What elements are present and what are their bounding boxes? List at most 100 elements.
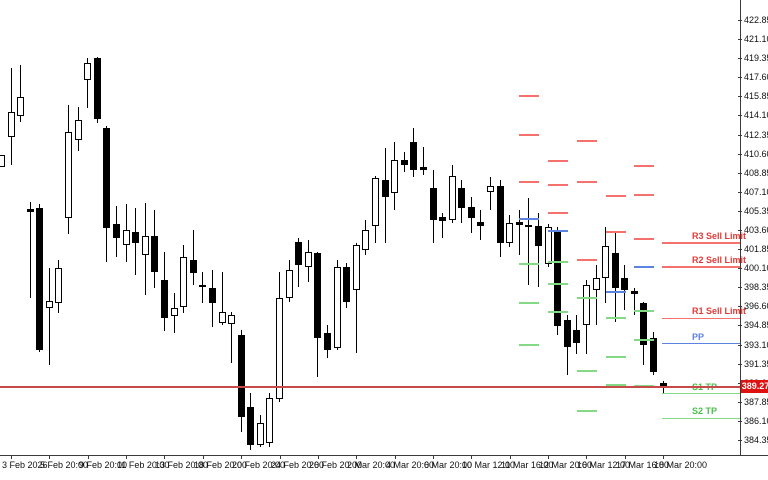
price-tick [738,115,742,116]
candle-wick [202,271,204,304]
price-tick-label: 398.35 [744,282,768,292]
candle-wick [595,264,597,325]
time-tick [280,456,281,459]
price-tick [738,383,742,384]
time-tick [433,456,434,459]
candle-body [170,307,178,317]
time-tick [471,456,472,459]
candle-body [439,216,447,222]
pivot-resistance-segment [634,164,654,167]
time-tick-label: 13 Feb 20:00 [155,460,209,470]
candle-wick [221,271,223,325]
price-tick-label: 391.35 [744,359,768,369]
pivot-support-segment [548,261,568,264]
price-tick [738,96,742,97]
price-tick [738,325,742,326]
price-tick-label: 410.60 [744,149,768,159]
time-tick-label: 5 Feb 20:00 [40,460,89,470]
price-tick-label: 401.85 [744,244,768,254]
candle-body [17,96,25,117]
current-price-line [0,386,741,388]
price-tick [738,20,742,21]
trade-level-label: R1 Sell Limit [692,306,747,317]
candle-body [160,280,168,319]
time-tick-label: 2 Mar 20:00 [347,460,396,470]
candle-body [132,231,140,244]
time-tick-label: 4 Mar 20:00 [386,460,435,470]
pivot-support-segment [634,385,654,387]
candle-body [228,315,236,324]
pivot-resistance-segment [519,181,539,183]
price-axis-line [740,0,741,456]
pivot-support-segment [548,310,568,313]
price-tick-label: 419.35 [744,53,768,63]
time-tick [11,456,12,459]
candle-body [266,398,274,443]
candle-body [467,207,475,218]
candle-body [103,127,111,228]
price-tick [738,402,742,403]
price-tick-label: 421.10 [744,34,768,44]
price-tick [738,230,742,231]
trade-level-label: R3 Sell Limit [692,231,747,242]
pivot-pp-segment [548,230,568,233]
candle-body [26,208,34,213]
price-tick [738,421,742,422]
candle-wick [490,176,491,211]
candle-body [458,188,466,209]
trade-level-label: S2 TP [692,406,718,417]
price-tick-label: 386.10 [744,416,768,426]
trade-level-line [662,242,740,244]
time-tick [241,456,242,459]
candle-body [256,423,264,445]
candle-body [180,257,188,307]
pivot-resistance-segment [605,194,626,197]
pivot-support-segment [605,355,626,358]
trade-level-label: R2 Sell Limit [692,255,747,266]
trade-level-line [662,317,740,320]
time-tick [586,456,587,459]
pivot-resistance-segment [634,237,654,240]
candle-body [534,225,542,247]
pivot-resistance-segment [577,181,597,183]
candle-body [487,186,494,192]
time-tick-label: 26 Feb 20:00 [309,460,363,470]
candle-body [84,63,92,80]
price-tick-label: 405.35 [744,206,768,216]
pivot-pp-segment [634,266,654,269]
price-tick-label: 396.60 [744,301,768,311]
current-price-badge: 389.27 [741,380,768,393]
candle-body [314,252,322,338]
candle-body [7,112,15,138]
candle-body [45,300,53,309]
time-tick-label: 18 Feb 20:00 [194,460,248,470]
candle-body [343,267,351,302]
price-tick-label: 407.10 [744,187,768,197]
candle-body [55,268,63,304]
time-tick [625,456,626,459]
candle-body [304,251,312,268]
candle-body [621,278,629,290]
time-tick-label: 17 Mar 16:00 [616,460,670,470]
candle-body [650,338,657,372]
time-tick [395,456,396,459]
price-tick-label: 394.85 [744,320,768,330]
candle-body [285,270,293,298]
price-tick [738,306,742,307]
price-tick [738,249,742,250]
candle-body [113,223,120,238]
candle-body [448,175,456,221]
pivot-resistance-segment [548,160,568,163]
pivot-support-segment [634,339,654,342]
price-tick-label: 387.85 [744,397,768,407]
pivot-support-segment [634,309,654,312]
pivot-resistance-segment [519,134,539,137]
pivot-support-segment [548,282,568,285]
pivot-support-segment [605,317,626,320]
candle-body [93,57,101,119]
candle-body [65,131,72,218]
candle-wick [20,65,22,122]
price-tick [738,173,742,174]
candle-body [582,284,590,325]
